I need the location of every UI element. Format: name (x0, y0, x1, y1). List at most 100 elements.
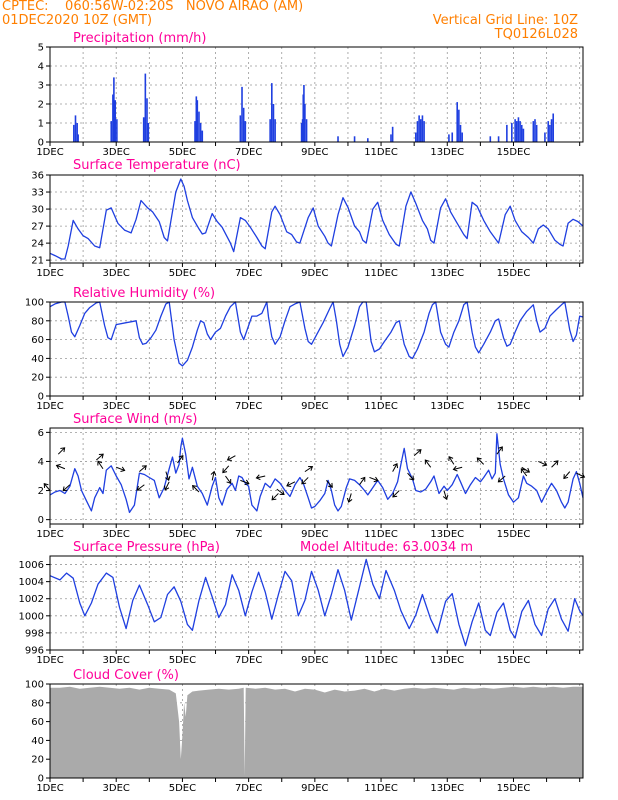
wind-arrow-shaft (520, 468, 528, 477)
wind-arrow-shaft (369, 476, 379, 482)
wind-arrow-head (226, 479, 232, 485)
precip-bar (418, 115, 420, 142)
wind-arrow-shaft (165, 471, 170, 481)
precip-bar (416, 121, 419, 142)
precip-bar (549, 124, 551, 142)
wind-arrow (413, 449, 422, 457)
wind-arrow-shaft (56, 464, 66, 470)
wind-arrow-head (448, 456, 454, 462)
wind-arrow-head (409, 475, 415, 481)
x-tick-label: 1DEC (36, 268, 63, 279)
y-tick-label: 20 (31, 755, 44, 766)
wind-arrow-head (392, 463, 398, 469)
wind-arrow-head (55, 463, 61, 470)
wind-arrow (392, 463, 398, 472)
wind-arrow-head (553, 460, 559, 466)
wind-arrow (177, 455, 184, 464)
wind-arrow-head (286, 481, 292, 488)
y-tick-label: 4 (38, 457, 44, 468)
x-tick-label: 9DEC (301, 147, 328, 158)
x-tick-label: 11DEC (364, 655, 398, 666)
precip-bar (199, 123, 202, 142)
rh-series-line (49, 301, 584, 367)
precip-bar (272, 104, 275, 142)
wind-arrow-shaft (551, 460, 559, 468)
wind-arrow-head (416, 449, 422, 455)
y-tick-label: 60 (31, 335, 44, 346)
x-tick-label: 5DEC (169, 401, 196, 412)
precip-bar (520, 124, 523, 142)
wind-arrow (222, 465, 230, 474)
panel-rh: 0 20 40 60 80 100 1DEC 3DEC 5DEC 7DEC 9DEC 11DEC 13D… (25, 286, 584, 412)
wind-arrow-shaft (139, 465, 147, 473)
x-tick-label: 3DEC (103, 147, 130, 158)
y-tick-label: 1004 (19, 577, 44, 588)
panel-frame (49, 46, 584, 143)
wind-arrow-shaft (348, 493, 352, 503)
y-tick-label: 2 (38, 486, 44, 497)
wind-arrow (359, 476, 366, 486)
wind-arrow-shaft (177, 455, 184, 464)
wind-arrow (163, 481, 170, 491)
wind-arrow-shaft (359, 477, 366, 486)
wind-arrow-head (178, 455, 184, 461)
y-tick-label: 2 (38, 100, 44, 111)
precip-bar (144, 73, 147, 142)
y-tick-label: 36 (31, 171, 44, 182)
precip-bar (421, 115, 424, 142)
wind-arrow (240, 479, 250, 486)
x-tick-label: 11DEC (364, 401, 398, 412)
precip-bar (353, 136, 356, 142)
precip-bar (271, 83, 273, 142)
x-tick-label: 3DEC (103, 655, 130, 666)
y-tick-label: 30 (31, 205, 44, 216)
wind-arrow-head (452, 465, 458, 472)
wind-arrow-shaft (392, 463, 398, 472)
y-tick-label: 996 (25, 646, 44, 657)
wind-arrow (210, 470, 217, 481)
precip-bar (74, 115, 77, 142)
wind-arrow (496, 446, 503, 455)
wind-arrow (96, 453, 104, 461)
wind-arrow-shaft (521, 466, 530, 473)
wind-arrow-shaft (443, 490, 448, 500)
x-tick-label: 7DEC (235, 268, 262, 279)
wind-arrow (97, 460, 104, 470)
wind-arrow-head (141, 465, 147, 471)
wind-arrow-shaft (57, 447, 65, 455)
x-tick-label: 5DEC (169, 655, 196, 666)
x-tick-label: 13DEC (430, 268, 464, 279)
panel-cloud: 0 20 40 60 80 100 1DEC 3DEC 5DEC 7DEC 9DEC 11DEC 13D… (25, 668, 584, 794)
wind-arrow-shaft (413, 449, 422, 457)
temp-chart-title: Surface Temperature (nC) (73, 158, 241, 173)
precip-bar (194, 121, 196, 142)
x-tick-label: 9DEC (301, 655, 328, 666)
wind-arrow (424, 459, 432, 468)
header-right-line2: TQ0126L028 (494, 27, 578, 42)
precip-bar (519, 121, 521, 142)
wind-arrow-head (392, 492, 398, 498)
panel-frame (49, 301, 584, 397)
x-tick-label: 5DEC (169, 529, 196, 540)
x-tick-label: 15DEC (497, 147, 531, 158)
x-tick-label: 7DEC (235, 147, 262, 158)
precip-bar (550, 119, 553, 142)
wind-arrow-head (136, 485, 142, 491)
wind-arrow-head (563, 474, 569, 480)
wind-arrow (286, 481, 296, 488)
temp-series-line (49, 178, 584, 260)
wind-arrow-shaft (276, 488, 285, 495)
precip-bar (239, 115, 242, 142)
wind-arrow-head (43, 482, 49, 488)
wind-arrow-shaft (192, 485, 200, 493)
y-tick-label: 0 (38, 515, 44, 526)
precip-bar (142, 117, 145, 142)
precip-bar (415, 132, 417, 142)
precip-bar (196, 100, 199, 142)
y-tick-label: 1000 (19, 611, 44, 622)
y-tick-label: 1006 (19, 560, 44, 571)
wind-arrow (442, 490, 449, 500)
precip-bar (77, 134, 79, 142)
wind-arrow-head (476, 457, 482, 463)
